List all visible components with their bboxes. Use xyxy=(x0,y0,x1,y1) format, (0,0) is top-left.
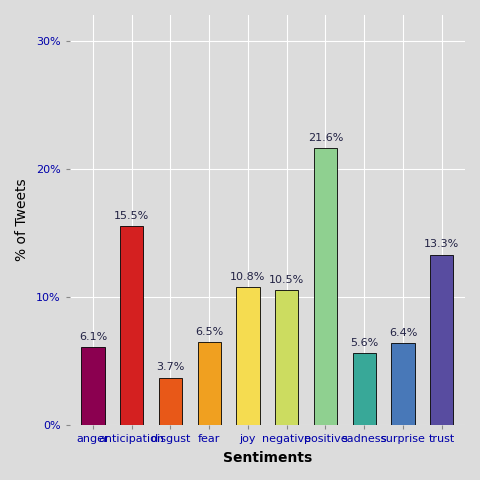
Text: 6.4%: 6.4% xyxy=(389,328,417,338)
Bar xyxy=(275,290,299,425)
Text: 6.5%: 6.5% xyxy=(195,326,223,336)
Text: 21.6%: 21.6% xyxy=(308,133,343,143)
Text: 15.5%: 15.5% xyxy=(114,211,149,221)
Y-axis label: % of Tweets: % of Tweets xyxy=(15,179,29,261)
Bar xyxy=(236,287,260,425)
Bar xyxy=(198,342,221,425)
Text: 6.1%: 6.1% xyxy=(79,332,107,342)
Bar xyxy=(314,148,337,425)
X-axis label: Sentiments: Sentiments xyxy=(223,451,312,465)
Text: 5.6%: 5.6% xyxy=(350,338,378,348)
Text: 3.7%: 3.7% xyxy=(156,362,185,372)
Text: 13.3%: 13.3% xyxy=(424,240,459,250)
Bar xyxy=(430,254,454,425)
Text: Emotions Expressed in Tweets: Emotions Expressed in Tweets xyxy=(0,479,1,480)
Bar xyxy=(81,347,105,425)
Bar xyxy=(159,378,182,425)
Bar xyxy=(391,343,415,425)
Title: Emotions Expressed in Tweets about the Chiefs: Emotions Expressed in Tweets about the C… xyxy=(0,479,1,480)
Text: 10.5%: 10.5% xyxy=(269,276,304,286)
Bar xyxy=(120,227,144,425)
Text: 10.8%: 10.8% xyxy=(230,272,265,281)
Bar xyxy=(353,353,376,425)
